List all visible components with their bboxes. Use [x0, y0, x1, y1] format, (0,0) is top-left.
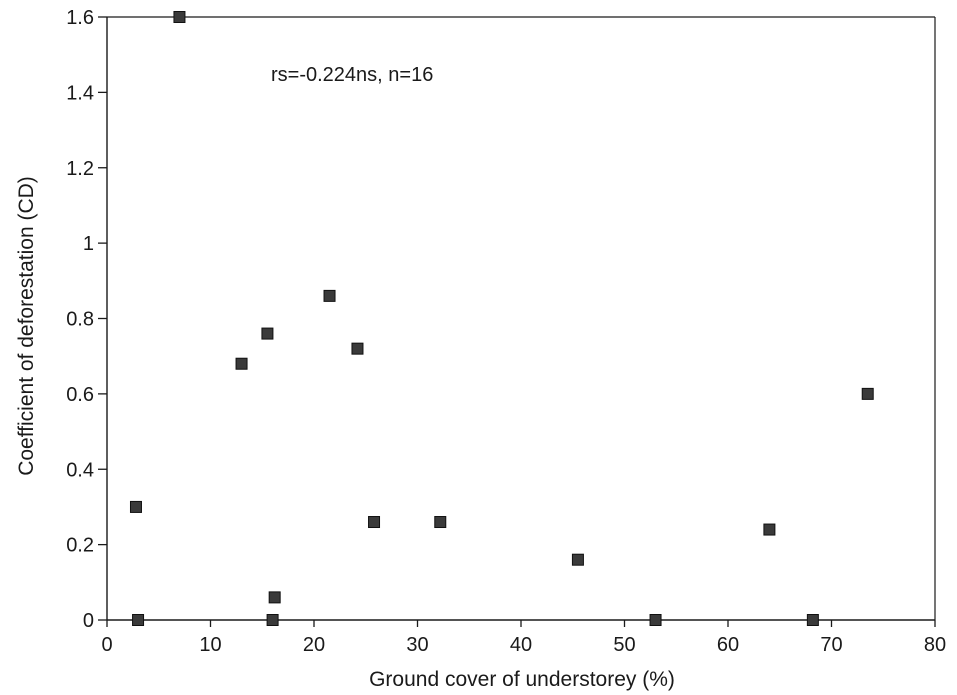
data-point	[351, 342, 364, 355]
data-point	[235, 357, 248, 370]
x-axis-label: Ground cover of understorey (%)	[369, 668, 675, 691]
y-tick-label: 1.2	[66, 158, 94, 180]
x-tick-label: 40	[510, 634, 532, 656]
data-point	[571, 553, 584, 566]
x-tick-label: 70	[820, 634, 842, 656]
data-point	[129, 500, 142, 513]
data-point	[323, 289, 336, 302]
data-point	[261, 327, 274, 340]
data-point	[649, 614, 662, 626]
data-point	[434, 516, 447, 529]
x-tick-label: 20	[303, 634, 325, 656]
y-tick-label: 0	[83, 610, 94, 632]
data-point	[368, 516, 381, 529]
y-axis-label: Coefficient of deforestation (CD)	[15, 176, 38, 476]
data-point	[268, 591, 281, 604]
y-tick-label: 1	[83, 233, 94, 255]
x-tick-label: 30	[406, 634, 428, 656]
x-tick-label: 0	[101, 634, 112, 656]
y-tick-label: 0.4	[66, 459, 94, 481]
y-tick-label: 1.6	[66, 7, 94, 29]
x-tick-label: 80	[924, 634, 946, 656]
x-axis: 0 10 20 30 40 50 60 70 80	[101, 619, 946, 656]
y-tick-label: 0.8	[66, 309, 94, 331]
x-tick-label: 50	[613, 634, 635, 656]
y-tick-label: 0.6	[66, 384, 94, 406]
x-tick-label: 60	[717, 634, 739, 656]
correlation-annotation: rs=-0.224ns, n=16	[271, 64, 433, 86]
data-point	[266, 614, 279, 626]
y-tick-label: 0.2	[66, 535, 94, 557]
plot-frame	[107, 16, 936, 620]
data-point	[861, 387, 874, 400]
data-point	[132, 614, 145, 626]
data-point	[173, 11, 186, 23]
x-tick-label: 10	[199, 634, 221, 656]
data-point	[806, 614, 819, 626]
y-axis: 0 0.2 0.4 0.6 0.8 1 1.2 1.4 1.6	[66, 7, 108, 632]
data-point	[763, 523, 776, 536]
data-points	[129, 11, 874, 626]
y-tick-label: 1.4	[66, 82, 94, 104]
